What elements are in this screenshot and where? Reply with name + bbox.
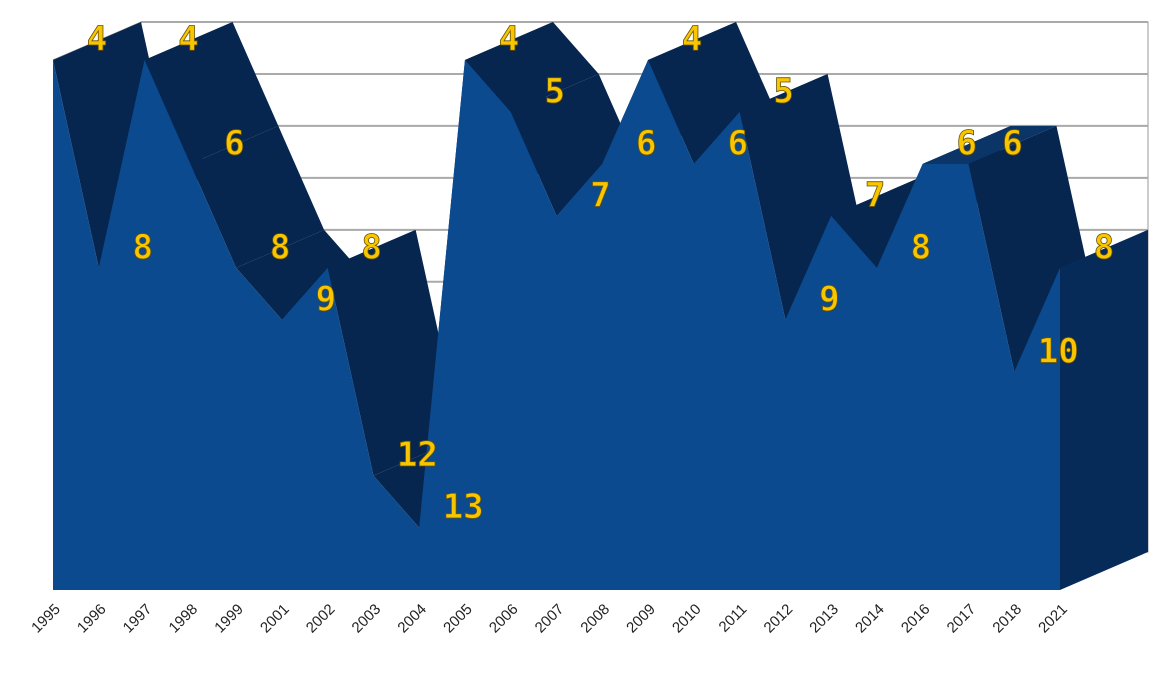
- x-tick-label: 2006: [486, 601, 522, 637]
- data-label: 4: [499, 20, 519, 60]
- x-tick-label: 2003: [349, 601, 385, 637]
- top-surface: [144, 22, 279, 164]
- data-label: 6: [224, 123, 244, 163]
- x-tick-label: 2021: [1035, 601, 1071, 637]
- x-tick-label: 1995: [28, 601, 64, 637]
- x-tick-label: 2013: [806, 601, 842, 637]
- x-tick-label: 2012: [761, 601, 797, 637]
- top-surface: [190, 125, 325, 268]
- x-tick-label: 2004: [394, 601, 430, 637]
- data-label: 6: [1002, 123, 1022, 163]
- data-label: 6: [956, 123, 976, 163]
- x-tick-label: 2001: [257, 601, 293, 637]
- data-label: 5: [773, 71, 793, 111]
- data-label: 12: [397, 435, 438, 475]
- data-label: 4: [178, 20, 198, 60]
- x-tick-label: 2009: [623, 601, 659, 637]
- data-label: 6: [636, 123, 656, 163]
- x-tick-label: 2016: [898, 601, 934, 637]
- data-label: 7: [590, 175, 610, 215]
- data-label: 8: [911, 227, 931, 267]
- x-tick-label: 2018: [989, 601, 1025, 637]
- x-tick-label: 1998: [166, 601, 202, 637]
- x-tick-label: 1996: [74, 601, 110, 637]
- data-label: 9: [819, 279, 839, 319]
- x-tick-label: 2010: [669, 601, 705, 637]
- data-label: 8: [270, 227, 290, 267]
- data-label: 5: [544, 71, 564, 111]
- data-label: 8: [1094, 227, 1114, 267]
- top-surface: [922, 125, 1057, 164]
- x-tick-label: 2007: [532, 601, 568, 637]
- data-label: 6: [728, 123, 748, 163]
- data-label: 8: [361, 227, 381, 267]
- top-surface: [236, 229, 370, 320]
- x-tick-label: 2017: [944, 601, 980, 637]
- x-tick-label: 1999: [211, 601, 247, 637]
- data-label: 9: [316, 279, 336, 319]
- x-tick-label: 2002: [303, 601, 339, 637]
- data-label: 7: [865, 175, 885, 215]
- x-tick-label: 2014: [852, 601, 888, 637]
- area: [53, 60, 1060, 590]
- x-tick-label: 2011: [716, 601, 751, 636]
- x-tick-label: 1997: [120, 601, 156, 637]
- top-surface: [464, 22, 599, 112]
- top-surface: [327, 229, 462, 476]
- x-tick-label: 2008: [577, 601, 613, 637]
- data-label: 13: [443, 487, 484, 527]
- side-surface: [1060, 229, 1148, 590]
- data-label: 4: [87, 20, 107, 60]
- data-label: 4: [682, 20, 702, 60]
- data-label: 10: [1038, 331, 1079, 371]
- x-tick-label: 2005: [440, 601, 476, 637]
- data-label: 8: [133, 227, 153, 267]
